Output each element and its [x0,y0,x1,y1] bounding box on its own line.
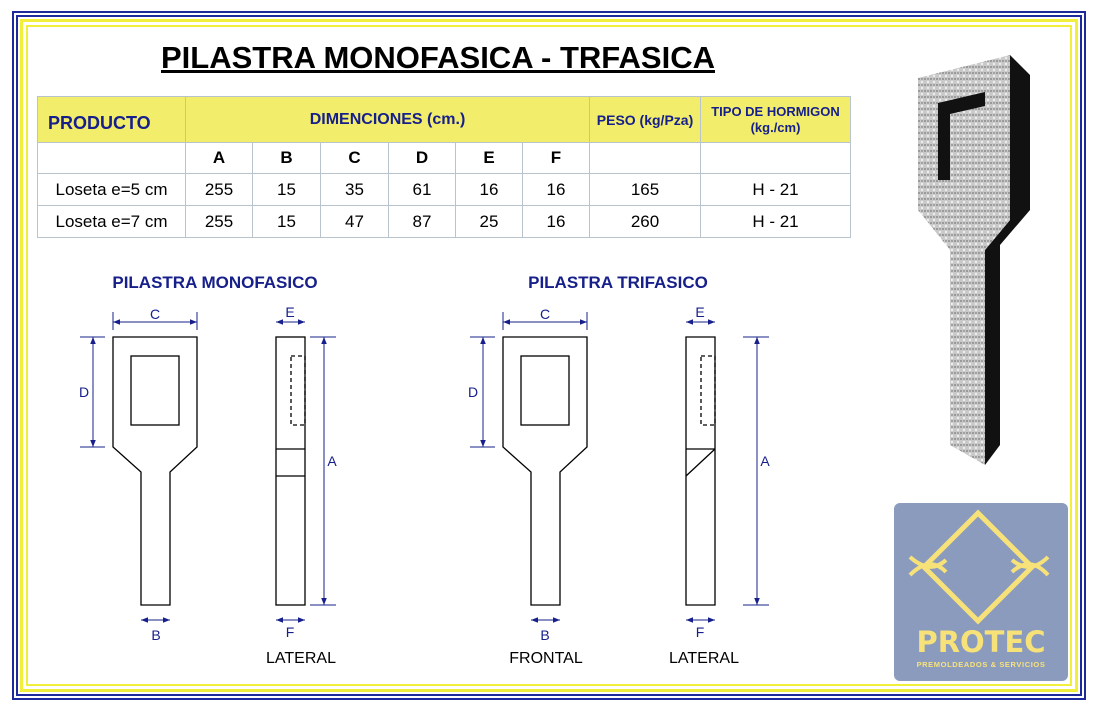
outer-border-2 [16,15,1082,696]
cell: H - 21 [700,173,851,206]
cell: 15 [252,173,321,206]
outer-border [12,11,1086,700]
cell: 260 [589,205,701,238]
cell: 165 [589,173,701,206]
col-b: B [252,142,321,174]
page-title: PILASTRA MONOFASICA - TRFASICA [161,40,715,75]
dim-a: A [327,453,337,469]
col-f: F [522,142,590,174]
cell: 25 [455,205,523,238]
dim-b: B [151,627,160,643]
dim-a: A [760,453,770,469]
logo-tagline: PREMOLDEADOS & SERVICIOS [917,660,1046,669]
header-dimensions: DIMENCIONES (cm.) [185,96,590,143]
dim-f: F [696,624,705,640]
dim-c: C [150,306,160,322]
header-concrete-line1: TIPO DE HORMIGON [711,103,840,119]
dimension-labels: C D B E F A C D B E F A [79,304,770,643]
cell: 255 [185,205,253,238]
dim-e: E [695,304,704,320]
logo-diamond-icon [920,509,1036,625]
cell: 16 [522,205,590,238]
dimension-lines [80,312,769,623]
header-product: PRODUCTO [37,96,186,143]
mono-lateral-view [275,336,306,606]
table-row: Loseta e=7 cm 255 15 47 87 25 16 260 H -… [37,205,851,238]
protec-logo: PROTEC PREMOLDEADOS & SERVICIOS [894,503,1068,681]
yellow-border-2 [26,25,1072,686]
tri-frontal-view [502,336,588,606]
row-product: Loseta e=5 cm [37,173,186,206]
mono-frontal-view [112,336,198,606]
tri-frontal-label: FRONTAL [509,650,583,667]
row-product: Loseta e=7 cm [37,205,186,238]
tri-title: PILASTRA TRIFASICO [528,273,708,292]
mono-lateral-label: LATERAL [266,650,336,667]
dim-c: C [540,306,550,322]
pilaster-3d-render [918,55,1030,465]
tri-lateral-label: LATERAL [669,650,739,667]
mono-title: PILASTRA MONOFASICO [112,273,317,292]
dim-e: E [285,304,294,320]
col-d: D [388,142,456,174]
header-concrete: TIPO DE HORMIGON (kg./cm) [700,96,851,143]
dim-b: B [540,627,549,643]
cell: 47 [320,205,389,238]
logo-name: PROTEC [916,625,1045,659]
dim-d: D [79,384,89,400]
yellow-border [20,19,1078,692]
cell: 15 [252,205,321,238]
col-e: E [455,142,523,174]
col-a: A [185,142,253,174]
dim-f: F [286,624,295,640]
cell: H - 21 [700,205,851,238]
dimensions-table: PRODUCTO DIMENCIONES (cm.) PESO (kg/Pza)… [37,96,851,238]
cell: 35 [320,173,389,206]
dim-d: D [468,384,478,400]
tri-lateral-view [685,336,716,606]
header-concrete-line2: (kg./cm) [750,119,801,135]
